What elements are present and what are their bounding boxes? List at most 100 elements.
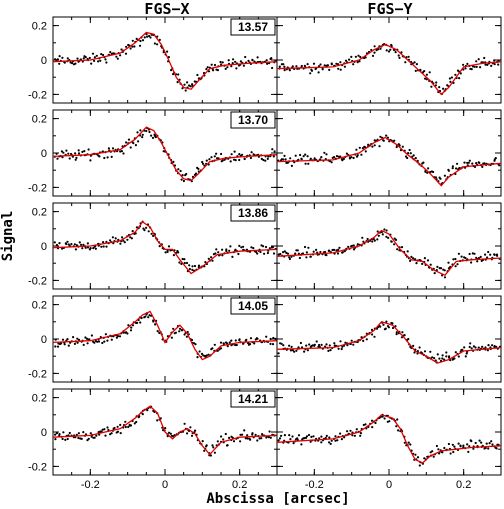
observation-point xyxy=(93,56,96,59)
observation-point xyxy=(295,65,298,68)
observation-point xyxy=(234,248,237,251)
observation-point xyxy=(271,148,274,151)
observation-point xyxy=(86,242,89,245)
observation-point xyxy=(486,256,489,259)
observation-point xyxy=(304,153,307,156)
observation-point xyxy=(228,341,231,344)
observation-point xyxy=(237,252,240,256)
observation-point xyxy=(484,346,487,349)
observation-point xyxy=(235,67,238,70)
observation-point xyxy=(264,159,267,162)
epoch-label-box xyxy=(230,111,276,129)
observation-point xyxy=(135,420,138,424)
observation-point xyxy=(75,156,78,159)
observation-point xyxy=(110,155,113,158)
observation-point xyxy=(269,337,272,341)
observation-point xyxy=(385,49,388,52)
panel-frame xyxy=(276,16,502,104)
observation-point xyxy=(177,251,180,254)
observation-point xyxy=(286,252,290,255)
observation-point xyxy=(196,73,199,77)
observation-point xyxy=(296,249,299,252)
observation-point xyxy=(241,153,244,156)
observation-point xyxy=(256,439,259,442)
observation-point xyxy=(455,167,458,170)
observation-point xyxy=(481,345,484,348)
observation-point xyxy=(240,246,243,249)
observation-point xyxy=(66,57,69,60)
model-curve xyxy=(52,405,278,456)
observation-point xyxy=(413,61,416,64)
observation-point xyxy=(127,138,131,141)
observation-point xyxy=(82,243,85,246)
observation-point xyxy=(381,233,384,236)
observation-point xyxy=(125,141,128,144)
observation-point xyxy=(145,33,148,36)
observation-point xyxy=(406,250,409,253)
observation-point xyxy=(62,431,65,434)
observation-point xyxy=(77,432,80,435)
observation-point xyxy=(129,236,132,239)
observation-point xyxy=(136,321,139,324)
observation-point xyxy=(234,159,237,162)
observation-point xyxy=(358,146,361,149)
observation-point xyxy=(104,58,107,61)
observation-point xyxy=(247,59,250,63)
observation-point xyxy=(89,432,92,435)
observation-point xyxy=(375,49,378,52)
observation-point xyxy=(340,347,343,351)
y-axis-label: Signal xyxy=(0,211,16,262)
observation-point xyxy=(73,243,76,246)
observation-point xyxy=(330,439,333,442)
observation-point xyxy=(475,65,478,68)
observation-point xyxy=(313,343,316,346)
observation-point xyxy=(232,58,235,61)
observation-point xyxy=(288,256,291,259)
epoch-label-box xyxy=(230,18,276,36)
observation-point xyxy=(97,340,101,343)
observation-point xyxy=(277,352,280,355)
observation-point xyxy=(362,423,365,427)
observation-point xyxy=(97,431,100,434)
observation-point xyxy=(110,432,113,435)
observation-point xyxy=(177,168,180,171)
observation-point xyxy=(74,158,77,161)
observation-point xyxy=(86,342,89,345)
observation-point xyxy=(178,261,181,264)
observation-point xyxy=(191,265,194,268)
observation-point xyxy=(476,260,479,263)
observation-point xyxy=(350,339,353,342)
observation-point xyxy=(454,351,457,354)
observation-point xyxy=(451,443,454,446)
observation-point xyxy=(438,357,441,360)
observation-point xyxy=(131,45,134,48)
observation-point xyxy=(102,53,105,57)
observation-point xyxy=(431,356,434,359)
observation-point xyxy=(341,159,344,162)
observation-point xyxy=(197,264,201,267)
observation-point xyxy=(182,179,185,183)
observation-point xyxy=(99,59,102,62)
observation-point xyxy=(293,350,296,353)
observation-point xyxy=(205,68,208,71)
observation-point xyxy=(77,338,81,341)
observation-point xyxy=(409,443,412,446)
observation-point xyxy=(379,135,382,138)
observation-point xyxy=(216,440,219,443)
observation-point xyxy=(227,59,230,62)
observation-point xyxy=(364,56,367,59)
observation-point xyxy=(217,251,220,254)
observation-point xyxy=(427,167,430,170)
observation-point xyxy=(260,157,263,160)
observation-point xyxy=(426,259,430,262)
panel-fgs-y-epoch-13.70 xyxy=(276,109,502,197)
observation-point xyxy=(382,323,385,326)
observation-point xyxy=(101,341,104,345)
observation-point xyxy=(54,338,57,341)
observation-point xyxy=(115,55,118,58)
observation-point xyxy=(423,457,426,460)
observation-point xyxy=(93,59,96,63)
observation-point xyxy=(381,415,384,418)
observation-point xyxy=(56,157,59,160)
observation-point xyxy=(387,236,390,239)
